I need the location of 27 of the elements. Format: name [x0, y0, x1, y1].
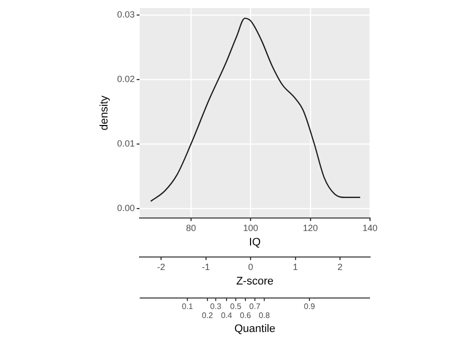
- x2-tick-label: 2: [338, 262, 343, 272]
- text: 0.9: [304, 302, 316, 312]
- text: 0.7: [249, 302, 261, 312]
- x2-tick-label: -2: [157, 262, 166, 272]
- x-tick-label: 140: [362, 222, 378, 233]
- y-tick-label: 0.03: [117, 10, 135, 20]
- text: 0.2: [202, 311, 214, 320]
- line-series: [150, 18, 361, 202]
- text: Quantile: [234, 323, 276, 336]
- text: 0.6: [240, 311, 252, 320]
- y-tick-label: 0.00: [117, 202, 135, 213]
- y-tick-label: 0.02: [117, 74, 135, 84]
- y-axis-title: density: [98, 95, 111, 130]
- text: 0.4: [220, 311, 233, 320]
- text: 0.3: [210, 302, 222, 312]
- text: 0.1: [182, 302, 194, 312]
- x-axis-title: IQ: [249, 236, 262, 248]
- x2-axis-title: Z-score: [236, 275, 274, 288]
- x-tick-label: 80: [186, 222, 196, 233]
- x-tick-label: 100: [243, 222, 258, 233]
- x2-tick-label: 1: [292, 262, 298, 272]
- x-tick-label: 120: [302, 222, 318, 233]
- text: 0.8: [258, 311, 270, 320]
- y-tick-label: 0.01: [117, 138, 135, 148]
- text: 0.5: [230, 302, 242, 312]
- x2-tick-label: 0: [248, 262, 254, 272]
- x2-tick-label: -1: [202, 262, 210, 272]
